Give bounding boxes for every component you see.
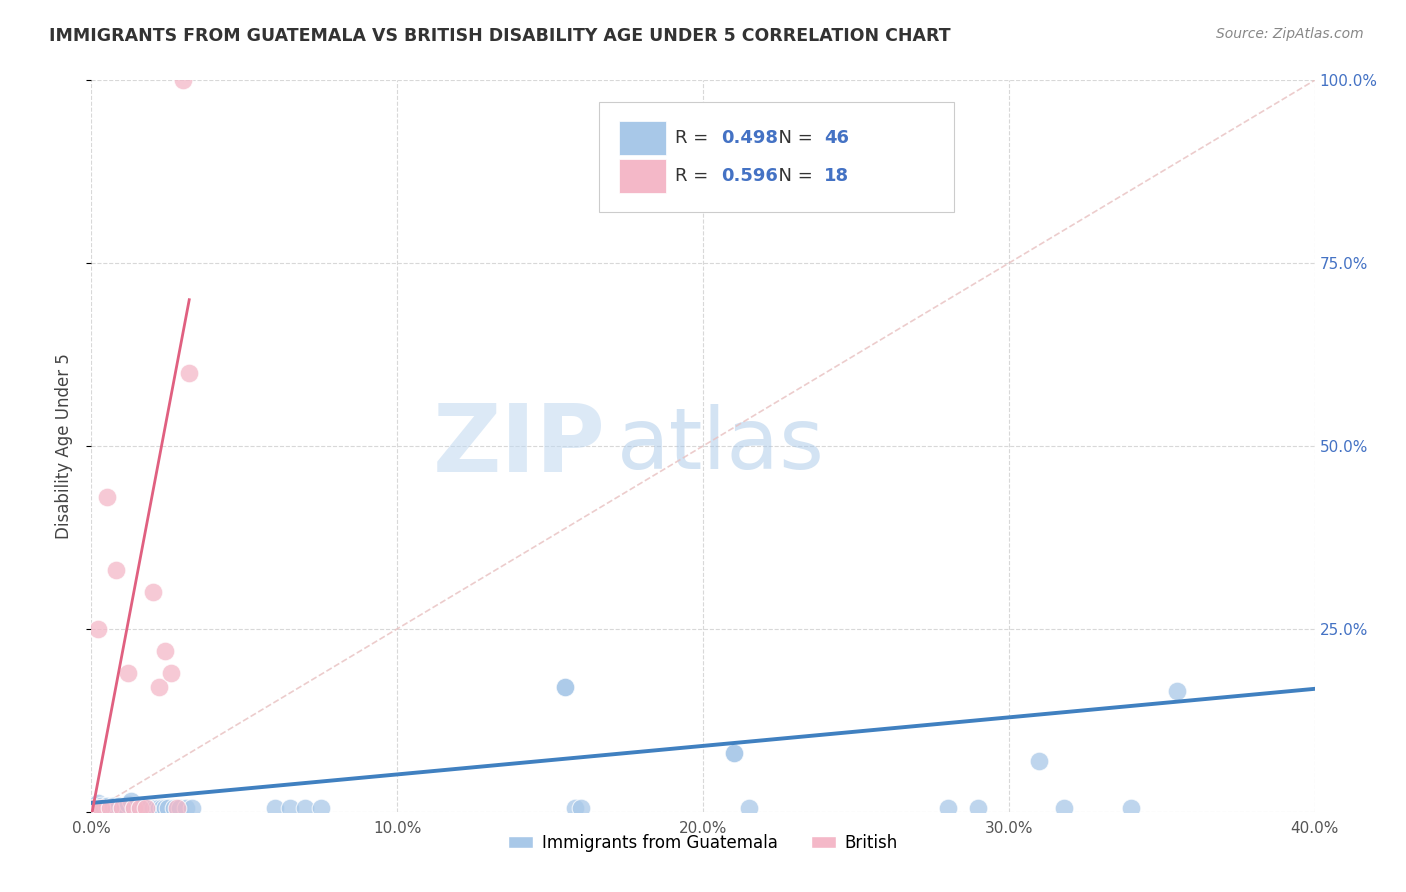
Point [163, 801, 186, 815]
Point [104, 801, 127, 815]
Point [1166, 684, 1188, 698]
Text: N =: N = [766, 129, 818, 147]
Text: 46: 46 [824, 129, 849, 147]
Point [132, 798, 155, 813]
Point [135, 801, 157, 815]
Point [1053, 801, 1076, 815]
Point [111, 801, 134, 815]
Text: ZIP: ZIP [432, 400, 605, 492]
Point [122, 801, 145, 815]
Point [181, 801, 204, 815]
Point [309, 801, 332, 815]
Point [169, 801, 191, 815]
Point [294, 801, 316, 815]
Text: 18: 18 [824, 167, 849, 186]
Point [153, 644, 176, 658]
Text: N =: N = [766, 167, 818, 186]
Point [554, 681, 576, 695]
Point [111, 801, 134, 815]
Point [1121, 801, 1143, 815]
Point [148, 801, 170, 815]
Point [153, 801, 176, 815]
Point [83, 801, 105, 815]
Point [160, 665, 183, 680]
Point [1028, 754, 1050, 768]
Point [127, 798, 149, 813]
Point [723, 746, 745, 760]
Point [564, 801, 586, 815]
Y-axis label: Disability Age Under 5: Disability Age Under 5 [55, 353, 73, 539]
Point [554, 681, 576, 695]
Point [114, 798, 136, 813]
Point [166, 801, 188, 815]
Text: R =: R = [675, 167, 714, 186]
Text: IMMIGRANTS FROM GUATEMALA VS BRITISH DISABILITY AGE UNDER 5 CORRELATION CHART: IMMIGRANTS FROM GUATEMALA VS BRITISH DIS… [49, 27, 950, 45]
FancyBboxPatch shape [599, 103, 953, 212]
Point [101, 798, 124, 813]
Point [150, 801, 173, 815]
Point [174, 801, 197, 815]
Point [967, 801, 990, 815]
FancyBboxPatch shape [619, 160, 666, 193]
Point [93, 801, 115, 815]
Legend: Immigrants from Guatemala, British: Immigrants from Guatemala, British [502, 827, 904, 858]
Text: 0.498: 0.498 [721, 129, 779, 147]
Point [86, 622, 108, 636]
Point [90, 801, 112, 815]
Text: atlas: atlas [617, 404, 825, 488]
Point [278, 801, 301, 815]
Point [96, 490, 118, 504]
Point [98, 801, 121, 815]
Point [104, 563, 127, 577]
Point [738, 801, 761, 815]
Point [129, 801, 152, 815]
Point [569, 801, 592, 815]
Point [264, 801, 287, 815]
Point [90, 798, 112, 813]
Point [83, 798, 105, 813]
Point [145, 801, 167, 815]
Point [117, 797, 139, 812]
FancyBboxPatch shape [619, 121, 666, 155]
Point [141, 801, 163, 815]
Point [129, 801, 152, 815]
Point [98, 801, 121, 815]
Point [148, 681, 170, 695]
Point [936, 801, 959, 815]
Point [138, 801, 160, 815]
Point [141, 585, 163, 599]
Point [179, 366, 201, 380]
Point [86, 796, 108, 810]
Point [122, 801, 145, 815]
Point [96, 798, 118, 813]
Text: R =: R = [675, 129, 714, 147]
Point [108, 798, 131, 813]
Point [723, 746, 745, 760]
Text: Source: ZipAtlas.com: Source: ZipAtlas.com [1216, 27, 1364, 41]
Point [120, 794, 142, 808]
Point [172, 73, 194, 87]
Text: 0.596: 0.596 [721, 167, 779, 186]
Point [135, 801, 157, 815]
Point [117, 665, 139, 680]
Point [156, 801, 179, 815]
